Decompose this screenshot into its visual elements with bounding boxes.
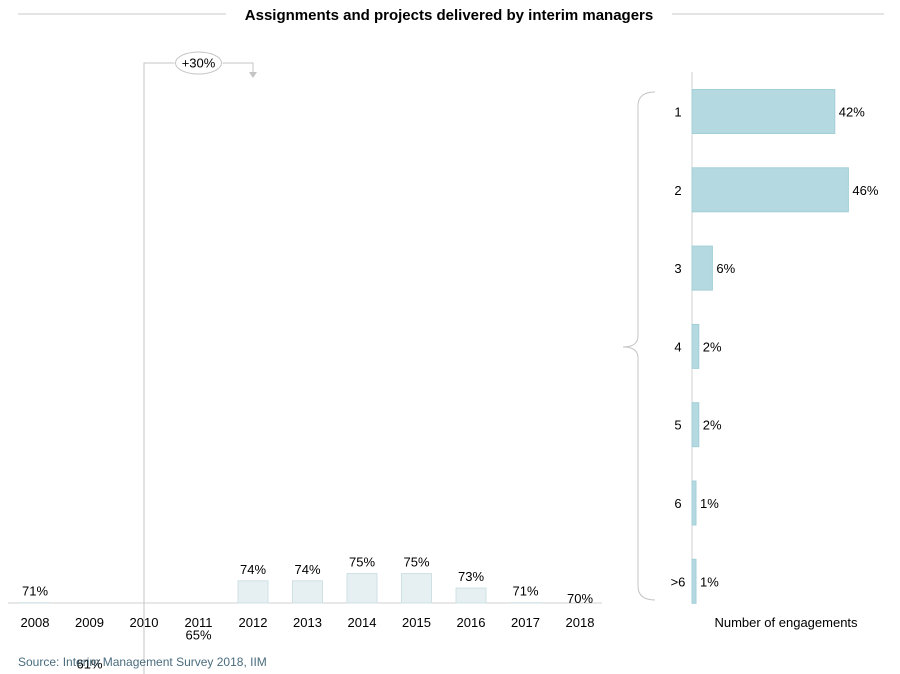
side-value-label-3: 6%	[716, 261, 735, 276]
tick-label-2008: 2008	[21, 615, 50, 630]
annotation-line-right	[222, 62, 254, 73]
side-value-label-4: 2%	[703, 339, 722, 354]
side-bar-2	[691, 167, 849, 213]
value-label-2015: 75%	[403, 555, 429, 570]
value-label-2014: 75%	[349, 555, 375, 570]
side-chart: 1 42%2 46%3 6%4 2%5 2%6 1%>6 1%Number of engage…	[671, 72, 879, 630]
side-category-label-gt6: >6	[671, 574, 686, 589]
tick-label-2017: 2017	[511, 615, 540, 630]
side-bar-5	[691, 402, 700, 448]
value-label-2018: 70%	[567, 591, 593, 606]
side-bar-gt6	[691, 558, 697, 604]
side-bar-4	[691, 323, 700, 369]
value-label-2012: 74%	[240, 562, 266, 577]
value-label-2016: 73%	[458, 569, 484, 584]
side-value-label-5: 2%	[703, 418, 722, 433]
brace	[622, 91, 656, 601]
bar-2016	[455, 587, 487, 604]
tick-label-2016: 2016	[457, 615, 486, 630]
value-label-2011: 65%	[185, 627, 211, 642]
side-category-label-3: 3	[674, 261, 681, 276]
annotation-label: +30%	[182, 56, 216, 71]
side-value-label-gt6: 1%	[700, 574, 719, 589]
side-category-label-2: 2	[674, 183, 681, 198]
chart-title: Assignments and projects delivered by in…	[245, 7, 653, 24]
source-note: Source: Interim Management Survey 2018, …	[18, 655, 267, 669]
side-category-label-6: 6	[674, 496, 681, 511]
tick-label-2018: 2018	[566, 615, 595, 630]
annotation-line-left	[143, 62, 175, 674]
value-label-2008: 71%	[22, 584, 48, 599]
tick-label-2011: 2011	[185, 615, 213, 630]
annotation-arrowhead	[249, 72, 257, 78]
side-value-label-1: 42%	[839, 105, 865, 120]
side-value-label-6: 1%	[700, 496, 719, 511]
side-bar-3	[691, 245, 713, 291]
tick-label-2012: 2012	[239, 615, 268, 630]
side-category-label-4: 4	[674, 339, 681, 354]
tick-label-2014: 2014	[348, 615, 377, 630]
value-label-2013: 74%	[294, 562, 320, 577]
bar-2012	[237, 580, 269, 604]
tick-label-2013: 2013	[293, 615, 322, 630]
side-bar-6	[691, 480, 697, 526]
bar-2015	[401, 573, 432, 604]
value-label-2009: 61%	[76, 657, 102, 672]
main-chart: 71%200861%200957%201065%201174%201274%20…	[8, 51, 656, 674]
tick-label-2015: 2015	[402, 615, 431, 630]
side-category-label-5: 5	[674, 418, 681, 433]
tick-label-2009: 2009	[75, 615, 104, 630]
bar-2014	[346, 573, 378, 604]
side-x-axis-label: Number of engagements	[714, 615, 858, 630]
side-category-label-1: 1	[674, 105, 681, 120]
bar-2013	[292, 580, 323, 604]
side-bar-1	[691, 89, 836, 134]
annotation-badge	[175, 51, 222, 75]
value-label-2017: 71%	[512, 584, 538, 599]
side-value-label-2: 46%	[852, 183, 878, 198]
